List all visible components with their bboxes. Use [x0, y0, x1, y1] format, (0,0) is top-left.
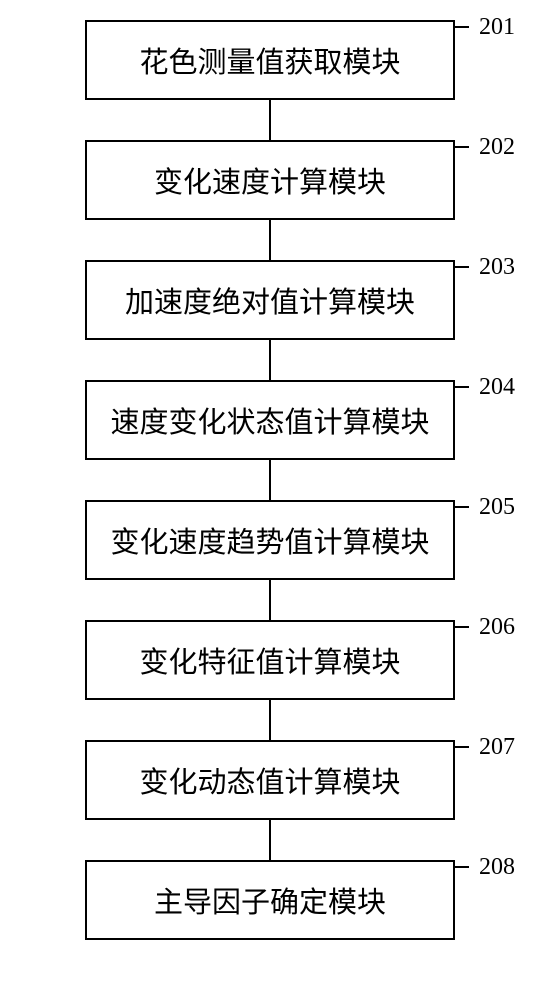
node-202: 变化速度计算模块 202 — [85, 140, 455, 220]
label-tick — [453, 866, 469, 868]
connector — [269, 820, 271, 860]
connector — [269, 220, 271, 260]
node-text: 花色测量值获取模块 — [139, 39, 400, 81]
node-label: 202 — [479, 134, 515, 161]
node-text: 变化动态值计算模块 — [139, 759, 400, 801]
node-text: 加速度绝对值计算模块 — [125, 279, 415, 321]
node-text: 变化特征值计算模块 — [139, 639, 400, 681]
node-205: 变化速度趋势值计算模块 205 — [85, 500, 455, 580]
node-text: 主导因子确定模块 — [154, 879, 386, 921]
node-201: 花色测量值获取模块 201 — [85, 20, 455, 100]
label-tick — [453, 26, 469, 28]
node-207: 变化动态值计算模块 207 — [85, 740, 455, 820]
label-tick — [453, 386, 469, 388]
node-label: 207 — [479, 734, 515, 761]
connector — [269, 100, 271, 140]
node-label: 205 — [479, 494, 515, 521]
label-tick — [453, 746, 469, 748]
node-label: 203 — [479, 254, 515, 281]
node-206: 变化特征值计算模块 206 — [85, 620, 455, 700]
node-text: 速度变化状态值计算模块 — [110, 399, 429, 441]
connector — [269, 460, 271, 500]
label-tick — [453, 266, 469, 268]
node-text: 变化速度计算模块 — [154, 159, 386, 201]
label-tick — [453, 146, 469, 148]
node-label: 204 — [479, 374, 515, 401]
node-label: 206 — [479, 614, 515, 641]
node-text: 变化速度趋势值计算模块 — [110, 519, 429, 561]
node-label: 201 — [479, 14, 515, 41]
connector — [269, 580, 271, 620]
flowchart-column: 花色测量值获取模块 201 变化速度计算模块 202 加速度绝对值计算模块 20… — [70, 20, 470, 940]
node-203: 加速度绝对值计算模块 203 — [85, 260, 455, 340]
connector — [269, 700, 271, 740]
label-tick — [453, 626, 469, 628]
node-204: 速度变化状态值计算模块 204 — [85, 380, 455, 460]
connector — [269, 340, 271, 380]
node-label: 208 — [479, 854, 515, 881]
node-208: 主导因子确定模块 208 — [85, 860, 455, 940]
label-tick — [453, 506, 469, 508]
